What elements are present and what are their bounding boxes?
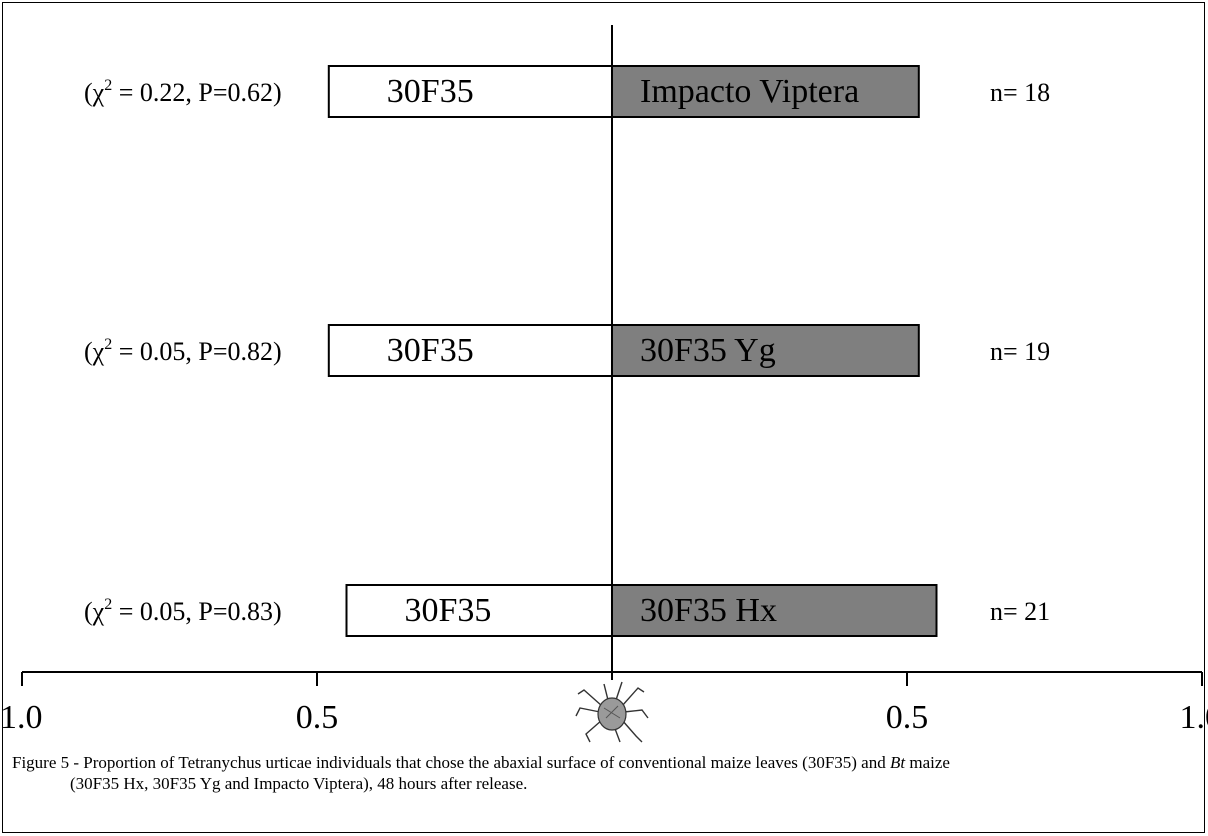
bar-right-label-3: 30F35 Hx <box>640 592 777 629</box>
stat-label-3: (χ2 = 0.05, P=0.83) <box>84 596 282 626</box>
x-tick-label-2: 0.5 <box>296 699 339 736</box>
stat-label-2: (χ2 = 0.05, P=0.82) <box>84 336 282 366</box>
caption-text-2: maize <box>905 753 950 772</box>
spider-mite-icon <box>575 681 649 743</box>
caption-line-2: (30F35 Hx, 30F35 Yg and Impacto Viptera)… <box>70 774 528 793</box>
x-tick-label-3: 0.5 <box>886 699 929 736</box>
bar-left-3 <box>345 584 613 637</box>
n-label-1: n= 18 <box>990 78 1050 107</box>
bar-right-1 <box>611 65 920 118</box>
x-tick-label-4: 1.0 <box>1180 699 1208 736</box>
bar-left-label-2: 30F35 <box>387 332 474 369</box>
bar-left-label-1: 30F35 <box>387 73 474 110</box>
figure-caption: Figure 5 - Proportion of Tetranychus urt… <box>12 752 1192 794</box>
bar-left-label-3: 30F35 <box>405 592 492 629</box>
stat-label-1: (χ2 = 0.22, P=0.62) <box>84 77 282 107</box>
bars-layer: 30F35 Impacto Viptera (χ2 = 0.22, P=0.62) n… <box>84 65 1050 637</box>
bar-right-label-2: 30F35 Yg <box>640 332 776 369</box>
bar-right-label-1: Impacto Viptera <box>640 73 859 110</box>
bar-left-1 <box>327 65 613 118</box>
x-tick-label-1: 1.0 <box>0 699 43 736</box>
n-label-2: n= 19 <box>990 337 1050 366</box>
x-axis: 1.0 0.5 0.5 1.0 <box>0 25 1208 736</box>
caption-text-1: Figure 5 - Proportion of Tetranychus urt… <box>12 753 890 772</box>
caption-italic-bt: Bt <box>889 753 906 772</box>
n-label-3: n= 21 <box>990 597 1050 626</box>
